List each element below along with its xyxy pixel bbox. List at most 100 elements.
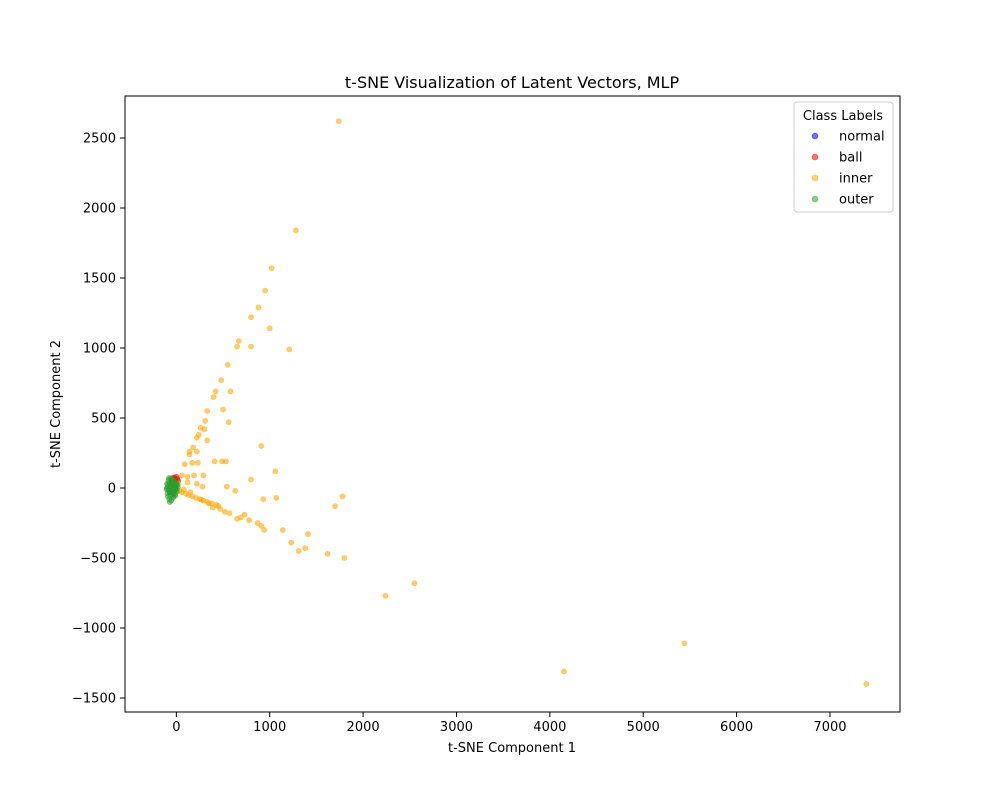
point-inner xyxy=(332,503,338,510)
point-inner xyxy=(211,458,218,465)
point-inner xyxy=(180,486,187,493)
point-inner xyxy=(273,494,280,501)
y-tick-label: 2000 xyxy=(83,202,116,217)
y-tick-label: 1500 xyxy=(83,272,116,287)
x-axis-label: t-SNE Component 1 xyxy=(448,741,576,756)
point-inner xyxy=(184,473,191,480)
y-tick-label: 2500 xyxy=(83,132,116,147)
x-tick-label: 1000 xyxy=(253,720,286,735)
legend-marker-inner xyxy=(811,174,819,182)
plot-area xyxy=(124,95,901,713)
y-tick-label: −1000 xyxy=(72,622,116,637)
point-inner xyxy=(198,496,205,503)
point-inner xyxy=(863,681,870,687)
y-tick-label: 500 xyxy=(91,412,116,427)
x-tick-label: 4000 xyxy=(533,720,566,735)
point-inner xyxy=(223,483,230,490)
point-inner xyxy=(225,419,232,426)
chart-title: t-SNE Visualization of Latent Vectors, M… xyxy=(345,73,680,92)
point-inner xyxy=(202,417,209,424)
legend-entries: normal ball inner outer xyxy=(811,130,885,208)
point-inner xyxy=(411,580,418,587)
y-tick-label: −500 xyxy=(80,552,116,567)
point-inner xyxy=(186,448,193,455)
point-inner xyxy=(232,487,239,494)
legend-label-inner: inner xyxy=(839,172,873,187)
point-inner xyxy=(254,520,261,526)
point-inner xyxy=(189,459,196,466)
point-inner xyxy=(305,531,311,538)
point-inner xyxy=(204,437,211,444)
legend-marker-ball xyxy=(811,153,819,161)
point-inner xyxy=(335,118,342,125)
point-inner xyxy=(279,527,286,533)
y-axis-label: t-SNE Component 2 xyxy=(49,340,64,468)
point-outer xyxy=(165,475,172,482)
point-inner xyxy=(288,539,295,546)
point-inner xyxy=(220,406,226,413)
point-inner xyxy=(234,515,240,522)
point-inner xyxy=(339,493,346,500)
legend-marker-outer xyxy=(811,195,819,203)
point-inner xyxy=(266,325,273,332)
point-inner xyxy=(204,408,211,414)
point-inner xyxy=(200,472,207,479)
point-inner xyxy=(262,287,268,294)
plot-frame xyxy=(124,95,901,713)
y-tick-label: 0 xyxy=(108,482,116,497)
point-inner xyxy=(201,426,208,433)
point-inner xyxy=(224,361,231,368)
point-inner xyxy=(295,548,302,554)
point-inner xyxy=(187,489,194,496)
point-inner xyxy=(181,461,188,468)
point-inner xyxy=(260,496,267,503)
x-tick-label: 0 xyxy=(172,720,180,735)
point-inner xyxy=(248,343,254,350)
point-inner xyxy=(194,459,201,466)
legend-marker-normal xyxy=(811,132,819,140)
legend-box xyxy=(793,101,894,213)
point-inner xyxy=(215,503,222,510)
point-inner xyxy=(219,458,226,465)
point-inner xyxy=(292,227,299,234)
legend-title: Class Labels xyxy=(803,109,883,124)
point-outer xyxy=(166,499,173,505)
y-axis: −1500 −1000 −500 0 500 1000 1500 2000 2500 xyxy=(72,132,125,707)
point-inner xyxy=(227,388,234,395)
point-inner xyxy=(199,483,206,490)
x-tick-label: 3000 xyxy=(440,720,473,735)
y-tick-label: −1500 xyxy=(72,692,116,707)
point-inner xyxy=(248,476,254,483)
point-inner xyxy=(324,550,331,557)
x-tick-label: 2000 xyxy=(347,720,380,735)
x-tick-label: 5000 xyxy=(627,720,660,735)
point-inner xyxy=(302,545,309,552)
point-inner xyxy=(286,346,293,353)
point-inner xyxy=(210,394,217,400)
point-inner xyxy=(255,304,262,311)
point-inner xyxy=(218,377,225,384)
series-outer xyxy=(163,475,181,505)
point-inner xyxy=(209,504,216,511)
point-inner xyxy=(681,640,688,647)
point-inner xyxy=(248,314,254,321)
point-inner xyxy=(222,508,228,515)
point-outer xyxy=(172,492,179,499)
point-inner xyxy=(206,500,212,507)
legend: Class Labels normal ball inner outer xyxy=(793,101,894,213)
legend-label-normal: normal xyxy=(839,130,885,145)
point-inner xyxy=(184,479,191,486)
point-inner xyxy=(341,555,348,561)
point-outer xyxy=(165,493,171,500)
legend-label-ball: ball xyxy=(839,151,862,166)
point-inner xyxy=(268,265,275,272)
points-layer xyxy=(163,118,870,687)
point-inner xyxy=(261,527,268,533)
point-inner xyxy=(190,444,197,451)
point-inner xyxy=(212,388,219,395)
point-inner xyxy=(560,668,567,675)
series-inner xyxy=(175,118,870,687)
point-inner xyxy=(234,343,240,350)
point-inner xyxy=(258,443,265,449)
